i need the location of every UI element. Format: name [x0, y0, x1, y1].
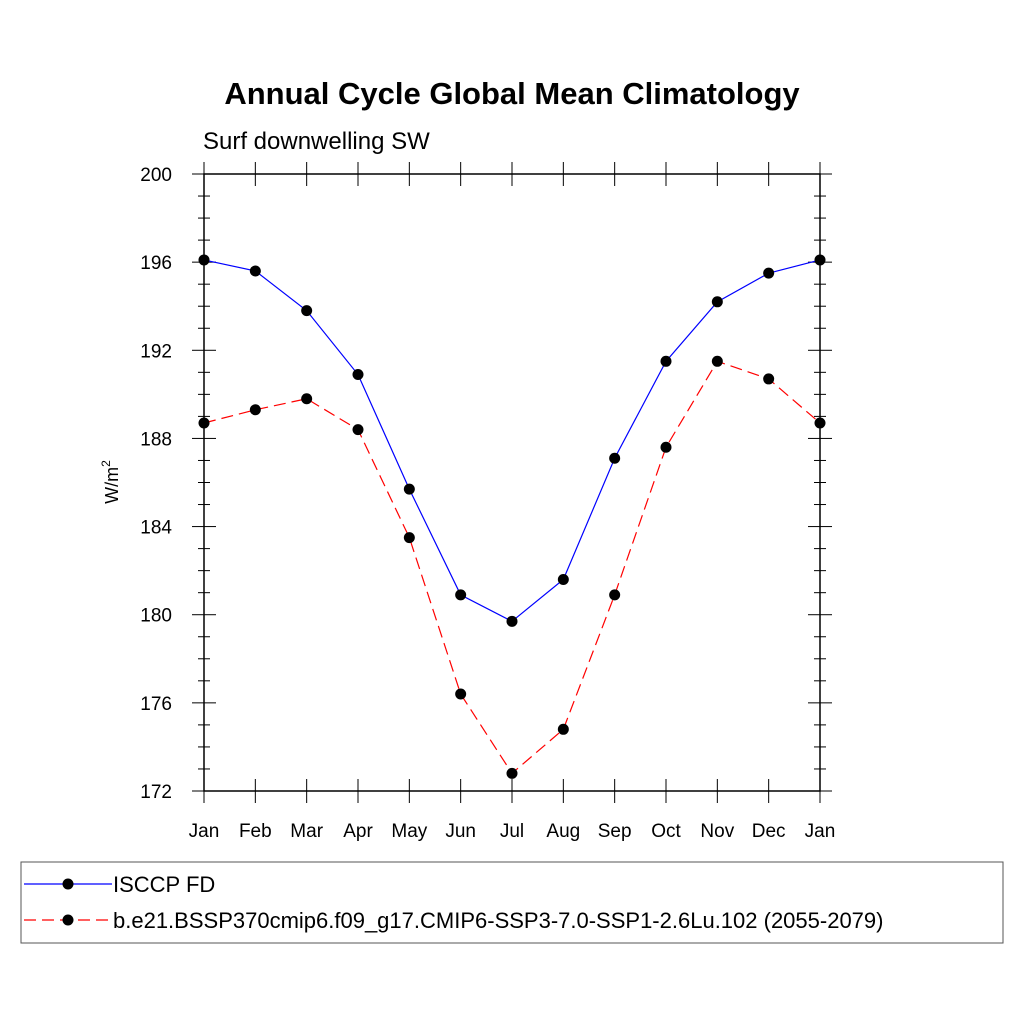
series-2-point	[352, 424, 364, 436]
y-axis-label: W/m2	[99, 460, 122, 504]
legend-marker-1	[62, 878, 74, 890]
x-tick-label: Apr	[343, 821, 373, 842]
axis-tick-labels: Jan Feb Mar Apr May Jun Jul Aug Sep Oct Nov Dec Jan 1…	[140, 165, 835, 842]
x-tick-label: Oct	[651, 821, 681, 842]
series-2-point	[763, 373, 775, 385]
series-1-point	[506, 615, 518, 627]
series-1-point	[198, 254, 210, 266]
legend: ISCCP FD b.e21.BSSP370cmip6.f09_g17.CMIP6…	[20, 861, 1004, 944]
x-tick-label: Jan	[189, 821, 220, 842]
svg-text:W/m2: W/m2	[99, 460, 122, 504]
x-tick-label: Nov	[700, 821, 734, 842]
series-2-point	[301, 393, 313, 405]
y-tick-label: 192	[140, 341, 172, 362]
y-tick-label: 200	[140, 165, 172, 186]
x-tick-label: Mar	[290, 821, 323, 842]
series-1-point	[455, 589, 467, 601]
x-tick-label: Feb	[239, 821, 272, 842]
y-tick-label: 176	[140, 694, 172, 715]
series-2-point	[814, 417, 826, 429]
chart-subtitle: Surf downwelling SW	[203, 128, 430, 155]
series-2-point	[660, 441, 672, 453]
series-line-2	[203, 360, 821, 775]
series-lines	[203, 259, 821, 775]
x-tick-label: May	[391, 821, 427, 842]
series-2-point	[557, 723, 569, 735]
axis-ticks	[192, 162, 832, 803]
series-1-point	[352, 369, 364, 381]
series-1-point	[301, 305, 313, 317]
series-markers	[198, 254, 826, 779]
legend-label-1: ISCCP FD	[113, 872, 215, 897]
x-tick-label: Jul	[500, 821, 524, 842]
series-2-point	[711, 355, 723, 367]
plot-frame	[203, 173, 821, 792]
y-axis-label-text: W/m	[102, 467, 122, 504]
series-2-point	[609, 589, 621, 601]
series-line-1	[203, 259, 821, 623]
y-tick-label: 184	[140, 518, 172, 539]
series-1-point	[557, 573, 569, 585]
series-2-point	[249, 404, 261, 416]
y-axis-label-superscript: 2	[99, 460, 113, 467]
y-tick-label: 180	[140, 606, 172, 627]
legend-marker-2	[62, 914, 74, 926]
series-1-point	[814, 254, 826, 266]
y-tick-label: 172	[140, 782, 172, 803]
series-1-point	[403, 483, 415, 495]
series-1-point	[609, 452, 621, 464]
y-tick-label: 196	[140, 253, 172, 274]
chart-title: Annual Cycle Global Mean Climatology	[224, 76, 800, 111]
series-2-point	[198, 417, 210, 429]
series-2-point	[403, 532, 415, 544]
x-tick-label: Dec	[752, 821, 786, 842]
series-1-point	[249, 265, 261, 277]
series-2-point	[455, 688, 467, 700]
x-tick-label: Aug	[546, 821, 580, 842]
legend-box	[20, 861, 1004, 944]
x-tick-label: Jun	[445, 821, 476, 842]
series-2-point	[506, 767, 518, 779]
series-1-point	[660, 355, 672, 367]
legend-label-2: b.e21.BSSP370cmip6.f09_g17.CMIP6-SSP3-7.…	[113, 908, 883, 933]
y-tick-label: 188	[140, 429, 172, 450]
x-tick-label: Sep	[598, 821, 632, 842]
x-tick-label: Jan	[805, 821, 836, 842]
series-1-point	[711, 296, 723, 308]
series-1-point	[763, 267, 775, 279]
